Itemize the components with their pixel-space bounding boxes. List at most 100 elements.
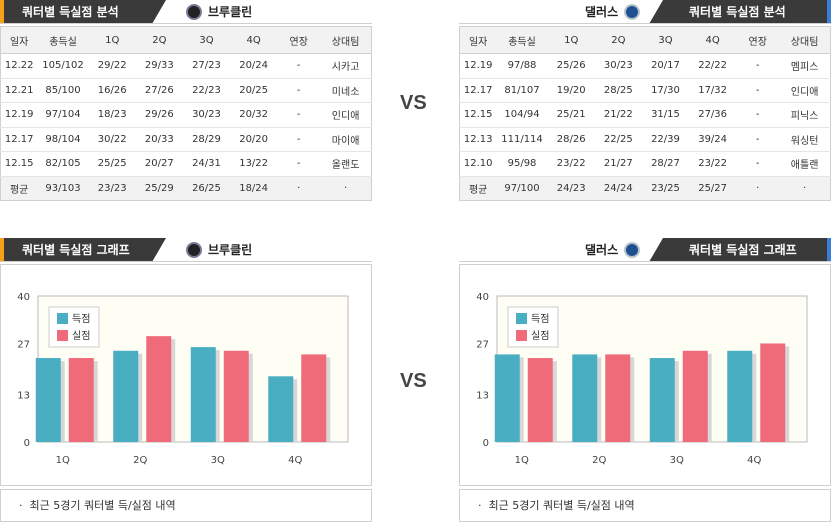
table-cell: 26/25	[182, 176, 231, 201]
column-header: 1Q	[547, 26, 595, 54]
legend-swatch	[516, 330, 527, 341]
table-cell: 22/25	[594, 127, 642, 152]
column-header: 3Q	[641, 26, 690, 54]
x-tick-label: 3Q	[211, 455, 225, 466]
bar-scored	[649, 358, 675, 442]
table-cell: 30/23	[594, 53, 642, 79]
legend-label: 실점	[72, 330, 90, 342]
table-cell: 24/31	[182, 151, 231, 177]
table-cell: 104/94	[496, 102, 548, 128]
table-cell: 20/33	[135, 127, 183, 152]
vs-label-bottom: VS	[400, 370, 427, 392]
table-cell: 20/20	[230, 127, 278, 152]
y-tick-label: 40	[17, 292, 30, 303]
table-cell: 27/26	[135, 78, 183, 103]
table-row: 12.22 105/102 29/22 29/33 27/23 20/24- 시카고	[0, 53, 372, 79]
right-chart: 0 13 27 40 1Q 2Q 3Q 4Q 득점 실점	[459, 264, 831, 486]
table-cell: 20/27	[135, 151, 183, 177]
left-chart-header: 쿼터별 득실점 그래프 브루클린	[0, 238, 372, 262]
column-header: 상대팀	[779, 26, 831, 54]
legend-label: 득점	[72, 313, 90, 325]
brooklyn-logo-icon	[186, 4, 202, 20]
table-cell: 12.19	[0, 102, 38, 128]
table-row: 12.17 81/107 19/20 28/25 17/30 17/32- 인디애	[459, 78, 831, 103]
bar-scored	[113, 350, 139, 442]
table-cell: 인디애	[779, 78, 831, 103]
table-row: 12.13 111/114 28/26 22/25 22/39 39/24- 워싱턴	[459, 127, 831, 152]
table-cell: 25/26	[547, 53, 595, 79]
bar-allowed	[301, 354, 327, 442]
table-cell: 피닉스	[779, 102, 831, 128]
table-cell: 워싱턴	[779, 127, 831, 152]
table-cell: ·	[320, 176, 372, 201]
table-cell: 12.22	[0, 53, 38, 79]
left-table-header: 쿼터별 득실점 분석 브루클린	[0, 0, 372, 24]
left-chart: 0 13 27 40 1Q 2Q 3Q 4Q 득점 실점	[0, 264, 372, 486]
table-cell: 평균	[0, 176, 38, 201]
table-cell: 31/15	[641, 102, 690, 128]
table-cell: 28/26	[547, 127, 595, 152]
table-cell: 29/22	[88, 53, 136, 79]
column-header: 연장	[736, 26, 780, 54]
dallas-logo-icon	[624, 242, 641, 258]
table-cell: 30/23	[182, 102, 231, 128]
column-header: 4Q	[230, 26, 278, 54]
table-cell: 애틀랜	[779, 151, 831, 177]
table-cell: 23/22	[547, 151, 595, 177]
table-cell: 20/25	[230, 78, 278, 103]
right-team-tag: 댈러스	[585, 0, 641, 24]
table-cell: 95/98	[496, 151, 548, 177]
table-cell: 25/27	[689, 176, 737, 201]
table-cell: 25/25	[88, 151, 136, 177]
bar-scored	[494, 354, 520, 442]
table-row: 12.15 82/105 25/25 20/27 24/31 13/22- 올랜도	[0, 151, 372, 177]
y-tick-label: 13	[476, 391, 489, 402]
table-cell: 28/27	[641, 151, 690, 177]
table-cell: 111/114	[496, 127, 548, 152]
table-cell: 27/23	[182, 53, 231, 79]
bar-scored	[268, 376, 294, 442]
table-cell: 23/23	[88, 176, 136, 201]
table-cell: 29/26	[135, 102, 183, 128]
left-table-title: 쿼터별 득실점 분석	[0, 0, 166, 24]
column-header: 총득실	[37, 26, 89, 54]
table-cell: -	[277, 78, 321, 103]
table-cell: -	[277, 53, 321, 79]
x-tick-label: 3Q	[670, 455, 684, 466]
column-header: 2Q	[594, 26, 642, 54]
left-note-text: 최근 5경기 쿼터별 득/실점 내역	[29, 499, 176, 512]
table-cell: 29/33	[135, 53, 183, 79]
table-cell: 멤피스	[779, 53, 831, 79]
table-row: 12.17 98/104 30/22 20/33 28/29 20/20- 마이애	[0, 127, 372, 152]
average-row: 평균 93/103 23/23 25/29 26/25 18/24 · ·	[0, 176, 372, 201]
table-cell: 21/27	[594, 151, 642, 177]
bar-allowed	[605, 354, 631, 442]
table-cell: 28/29	[182, 127, 231, 152]
table-cell: -	[736, 151, 780, 177]
x-tick-label: 4Q	[288, 455, 302, 466]
left-chart-title: 쿼터별 득실점 그래프	[0, 238, 166, 262]
right-stats-table: 일자 총득실 1Q 2Q 3Q 4Q 연장 상대팀 12.19 97/88 25/26 30/23 20…	[459, 26, 831, 201]
right-chart-header: 댈러스 쿼터별 득실점 그래프	[459, 238, 831, 262]
divider	[459, 23, 831, 24]
table-cell: 16/26	[88, 78, 136, 103]
legend-label: 득점	[531, 313, 549, 325]
table-cell: 시카고	[320, 53, 372, 79]
table-cell: 24/23	[547, 176, 595, 201]
column-header: 1Q	[88, 26, 136, 54]
left-chart-team-tag: 브루클린	[186, 238, 252, 262]
table-cell: 28/25	[594, 78, 642, 103]
table-cell: 17/32	[689, 78, 737, 103]
table-cell: 18/23	[88, 102, 136, 128]
table-cell: -	[277, 127, 321, 152]
column-header: 연장	[277, 26, 321, 54]
legend-swatch	[57, 330, 68, 341]
table-cell: 85/100	[37, 78, 89, 103]
left-stats-table: 일자 총득실 1Q 2Q 3Q 4Q 연장 상대팀 12.22 105/102 29/22 29/33…	[0, 26, 372, 201]
table-cell: 올랜도	[320, 151, 372, 177]
x-tick-label: 2Q	[592, 455, 606, 466]
table-row: 12.19 97/104 18/23 29/26 30/23 20/32- 인디애	[0, 102, 372, 128]
table-row: 12.19 97/88 25/26 30/23 20/17 22/22- 멤피스	[459, 53, 831, 79]
